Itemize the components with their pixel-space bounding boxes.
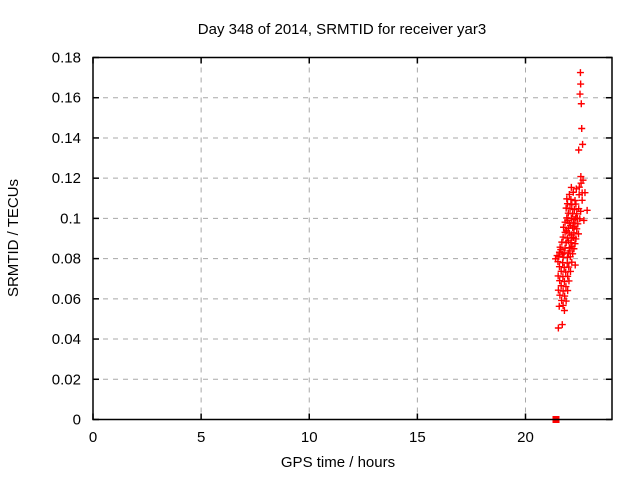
data-point-plus [577,173,585,181]
data-point-plus [565,263,573,271]
data-point-plus [566,267,574,275]
data-point-plus [566,205,574,213]
data-point-plus [557,282,565,290]
x-tick-label: 5 [197,429,205,446]
data-point-plus [571,196,579,204]
data-point-plus [576,69,584,77]
data-point-plus [574,230,582,238]
y-tick-label: 0.08 [52,251,81,268]
data-point-plus [554,272,562,280]
tick-marks [92,56,612,421]
x-tick-label: 15 [409,429,426,446]
chart-title: Day 348 of 2014, SRMTID for receiver yar… [198,21,486,38]
data-point-plus [558,250,566,258]
data-point-plus [556,291,564,299]
data-point-plus [554,286,562,294]
data-point-plus [557,267,565,275]
data-point-plus [566,221,574,229]
data-point-plus [560,223,568,231]
data-point-plus [578,124,586,132]
data-point-plus [553,252,561,260]
data-point-plus [576,90,584,98]
data-point-plus [577,100,585,108]
x-tick-label: 10 [301,429,318,446]
data-point-plus [560,306,568,314]
data-point-plus [554,324,562,332]
data-point-plus [558,321,566,329]
data-point-plus [562,283,570,291]
data-point-plus [570,215,578,223]
y-axis-label: SRMTID / TECUs [5,179,22,297]
data-point-plus [561,292,569,300]
data-point-plus [564,287,572,295]
y-tick-label: 0.14 [52,130,81,147]
data-point-plus [571,261,579,269]
data-point-plus [575,146,583,154]
data-point-plus [555,263,563,271]
data-point-plus [575,191,583,199]
data-point-plus [563,227,571,235]
data-point-plus [569,188,577,196]
y-tick-label: 0.04 [52,331,81,348]
y-tick-label: 0.02 [52,371,81,388]
data-point-plus [575,183,583,191]
plot-border [92,56,613,421]
data-point-plus [563,200,571,208]
data-point-plus [561,218,569,226]
y-tick-label: 0.06 [52,291,81,308]
data-point-plus [570,206,578,214]
data-point-plus [565,190,573,198]
data-point-plus [583,206,591,214]
data-point-plus [577,207,585,215]
data-point-plus [571,222,579,230]
data-point-plus [581,189,589,197]
y-tick-labels: 0 0.02 0.04 0.06 0.08 0.1 0.12 0.14 0.16 0.18 [52,50,81,429]
data-point-plus [559,233,567,241]
data-point-plus [564,272,572,280]
data-point-plus [580,216,588,224]
data-points [552,69,591,423]
data-point-plus [567,231,575,239]
data-point-plus [567,183,575,191]
data-point-plus [572,200,580,208]
data-point-plus [554,258,562,266]
y-tick-label: 0.1 [60,210,81,227]
data-point-plus [561,228,569,236]
data-point-plus [567,195,575,203]
data-point-plus [577,80,585,88]
data-point-plus [578,196,586,204]
x-tick-label: 0 [89,429,97,446]
data-point-plus [562,297,570,305]
gridlines [93,57,612,420]
data-point-plus [563,259,571,267]
data-point-plus [568,243,576,251]
data-point-plus [555,302,563,310]
data-point-plus [577,179,585,187]
x-tick-labels: 0 5 10 15 20 [89,429,534,446]
data-point-plus [566,253,574,261]
x-tick-label: 20 [517,429,534,446]
y-tick-label: 0.18 [52,50,81,67]
data-point-plus [579,140,587,148]
y-tick-label: 0.12 [52,170,81,187]
y-tick-label: 0 [73,412,81,429]
data-point-plus [565,237,573,245]
data-point-plus [565,277,573,285]
data-point-plus [559,301,567,309]
y-tick-label: 0.16 [52,90,81,107]
plot-box-border [92,56,613,421]
x-axis-label: GPS time / hours [281,454,395,471]
data-point-plus [556,277,564,285]
